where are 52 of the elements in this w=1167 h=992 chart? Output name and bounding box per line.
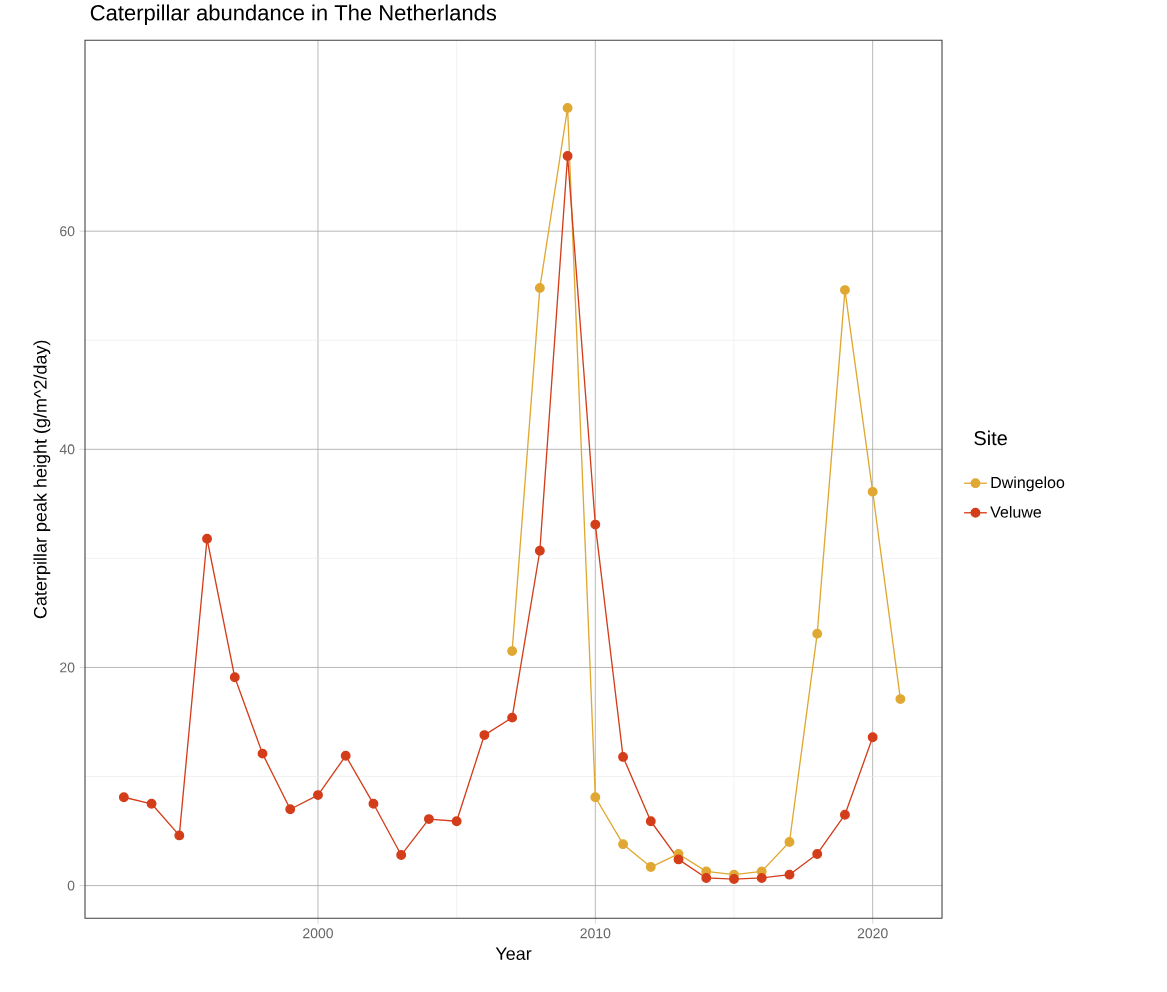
point: [146, 798, 157, 809]
point: [867, 486, 878, 497]
point: [368, 798, 379, 809]
point: [202, 533, 212, 544]
point: [895, 693, 906, 704]
point: [867, 732, 878, 743]
y-axis-title: Caterpillar peak height (g/m^2/day): [33, 340, 51, 619]
point: [340, 750, 351, 761]
point: [396, 849, 407, 860]
point: [534, 282, 545, 293]
point: [590, 792, 601, 803]
point: [507, 646, 518, 656]
point: [313, 789, 323, 800]
point: [618, 751, 628, 762]
point: [257, 748, 268, 759]
point: [285, 804, 296, 815]
chart-title: Caterpillar abundance in The Netherlands: [90, 4, 497, 25]
legend-label: Dwingeloo: [991, 476, 1065, 492]
y-tick-label: 40: [59, 444, 75, 455]
point: [812, 848, 823, 859]
x-axis-title: Year: [495, 947, 532, 960]
point: [618, 839, 628, 849]
point: [562, 102, 573, 113]
point: [562, 150, 573, 161]
point: [840, 809, 850, 820]
y-tick-label: 0: [67, 880, 75, 891]
point: [673, 854, 684, 865]
point: [701, 872, 712, 883]
x-tick-label: 2020: [857, 928, 888, 939]
point: [812, 628, 823, 639]
point: [729, 873, 739, 884]
y-tick-label: 60: [60, 226, 75, 236]
point: [451, 816, 462, 827]
point: [645, 816, 656, 827]
x-tick-label: 2000: [303, 928, 333, 939]
point: [479, 729, 490, 740]
point: [423, 813, 434, 824]
y-tick-label: 20: [60, 662, 75, 673]
point: [784, 869, 795, 880]
x-tick-label: 2010: [580, 928, 611, 939]
point: [174, 830, 185, 841]
point: [118, 792, 129, 803]
point: [645, 861, 656, 872]
point: [590, 519, 601, 530]
point: [840, 284, 850, 295]
point: [534, 545, 545, 556]
legend-title: Site: [974, 430, 1007, 446]
legend-label: Veluwe: [990, 505, 1042, 518]
point: [229, 672, 240, 683]
point: [784, 836, 795, 847]
point: [507, 712, 518, 723]
point: [756, 872, 767, 883]
